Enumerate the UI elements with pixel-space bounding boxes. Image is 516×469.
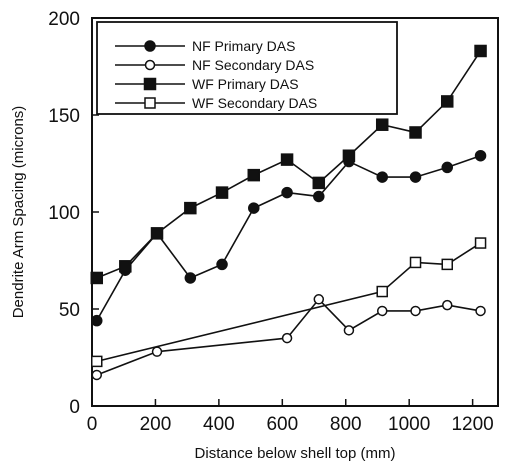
legend-entry: NF Secondary DAS [115,57,314,73]
series-line [96,242,481,363]
y-tick-label: 100 [48,203,80,224]
legend-entries: NF Primary DAS NF Secondary DAS WF Primary… [115,38,317,111]
data-point [409,256,422,269]
data-point [474,44,487,58]
legend-entry: WF Primary DAS [115,76,299,92]
x-tick-label: 200 [140,414,172,435]
data-point [376,305,388,317]
legend-marker [143,77,157,91]
data-point [119,260,132,273]
data-point [91,355,103,368]
data-point [280,153,294,166]
x-axis-label: Distance below shell top (mm) [195,445,396,462]
legend-label: NF Primary DAS [192,38,295,54]
data-point [474,149,487,162]
x-tick-label: 600 [266,414,298,435]
data-point [247,168,261,182]
data-point [410,305,421,317]
series-4 [91,237,487,368]
data-point [376,171,388,183]
legend-entry: NF Primary DAS [115,38,295,54]
data-point [441,161,453,174]
legend-label: WF Primary DAS [192,76,299,92]
y-tick-label: 0 [69,397,80,418]
data-point [184,201,197,215]
series-layer [90,44,487,381]
legend-marker [144,59,156,71]
data-point [442,299,453,311]
x-tick-label: 800 [330,414,362,435]
data-point [281,186,293,199]
data-point [216,258,228,271]
y-tick-label: 50 [59,300,80,321]
legend-label: NF Secondary DAS [192,57,314,73]
legend: NF Primary DAS NF Secondary DAS WF Primary… [96,21,398,115]
data-point [90,271,104,285]
data-point [91,369,103,381]
legend-marker [144,40,156,52]
data-point [184,272,197,284]
data-point [441,258,453,271]
x-tick-label: 1000 [388,414,430,435]
data-point [376,285,388,298]
data-point [342,149,356,162]
data-point [343,325,355,336]
y-axis-label: Dendrite Arm Spacing (microns) [10,106,27,319]
legend-label: WF Secondary DAS [192,95,317,111]
data-point [151,346,163,357]
data-point [475,305,486,317]
data-point [248,202,260,214]
x-tick-label: 0 [87,414,98,435]
data-point [474,237,487,249]
data-point [441,95,454,108]
series-3 [90,44,487,285]
x-tick-label: 400 [203,414,235,435]
y-tick-label: 200 [48,9,80,30]
axis-ticks: 0 200 400 600 800 1000 1200 0 50 100 150 200 [48,9,493,435]
data-point [281,332,293,344]
data-point [375,118,389,131]
data-point [313,190,325,203]
x-tick-label: 1200 [451,414,493,435]
data-point [312,176,326,190]
legend-marker [144,97,156,109]
data-point [91,314,103,327]
data-point [409,126,422,139]
data-point [215,186,229,199]
y-tick-label: 150 [48,106,80,127]
series-2 [91,294,486,381]
data-point [150,227,164,240]
data-point [313,294,325,305]
legend-entry: WF Secondary DAS [115,95,317,111]
data-point [409,171,422,183]
